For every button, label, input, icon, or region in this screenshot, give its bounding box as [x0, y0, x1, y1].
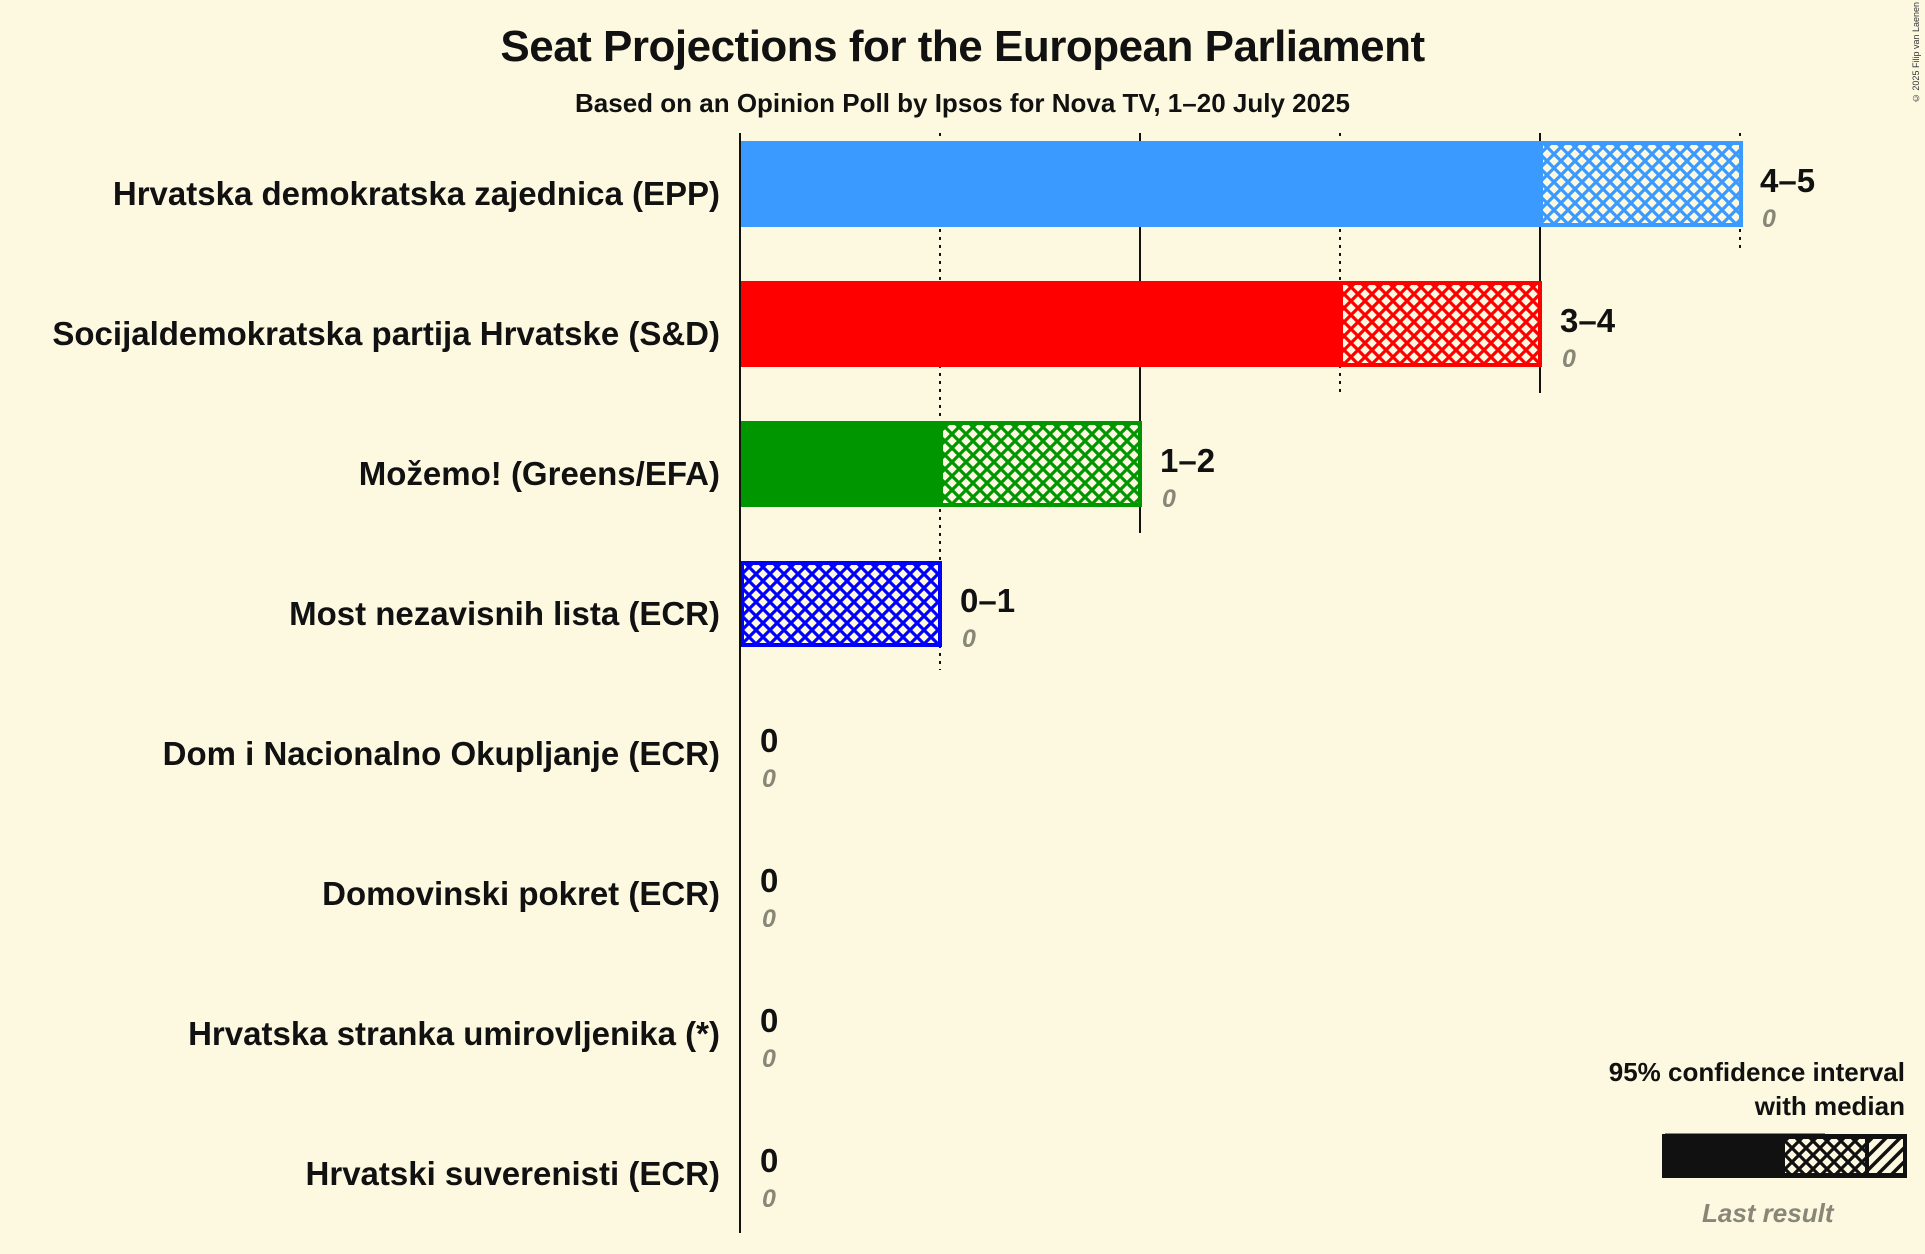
legend-title: 95% confidence interval with median [1609, 1055, 1905, 1123]
party-label: Hrvatski suverenisti (ECR) [305, 1155, 720, 1192]
last-result-label: 0 [762, 1185, 776, 1213]
party-label: Hrvatska demokratska zajednica (EPP) [112, 175, 720, 212]
party-label: Možemo! (Greens/EFA) [358, 455, 720, 492]
range-label: 0 [760, 1142, 779, 1179]
bar-hdz [740, 141, 1743, 227]
legend-swatch [1662, 1133, 1907, 1178]
last-result-label: 0 [762, 765, 776, 793]
party-label: Dom i Nacionalno Okupljanje (ECR) [162, 735, 720, 772]
bar-sdp [740, 281, 1542, 367]
last-result-label: 0 [1162, 485, 1176, 513]
range-label: 4–5 [1760, 162, 1816, 199]
party-label: Domovinski pokret (ECR) [322, 875, 720, 912]
bar-most [740, 561, 942, 647]
range-label: 0 [760, 722, 779, 759]
range-label: 0 [760, 1002, 779, 1039]
chart-title: Seat Projections for the European Parlia… [500, 22, 1425, 71]
last-result-label: 0 [962, 625, 976, 653]
legend-last-result: Last result [1702, 1198, 1834, 1228]
last-result-label: 0 [762, 1045, 776, 1073]
range-label: 0–1 [960, 582, 1016, 619]
range-label: 3–4 [1560, 302, 1616, 339]
legend-line1: 95% confidence interval [1608, 1057, 1905, 1087]
last-result-label: 0 [1762, 205, 1776, 233]
range-label: 1–2 [1160, 442, 1216, 479]
range-label: 0 [760, 862, 779, 899]
chart-subtitle: Based on an Opinion Poll by Ipsos for No… [575, 88, 1350, 118]
legend-line2: with median [1754, 1091, 1905, 1121]
party-label: Most nezavisnih lista (ECR) [289, 595, 720, 632]
bar-mozemo [740, 421, 1142, 507]
last-result-label: 0 [762, 905, 776, 933]
party-label: Socijaldemokratska partija Hrvatske (S&D… [52, 315, 720, 352]
last-result-label: 0 [1562, 345, 1576, 373]
party-label: Hrvatska stranka umirovljenika (*) [188, 1015, 720, 1052]
